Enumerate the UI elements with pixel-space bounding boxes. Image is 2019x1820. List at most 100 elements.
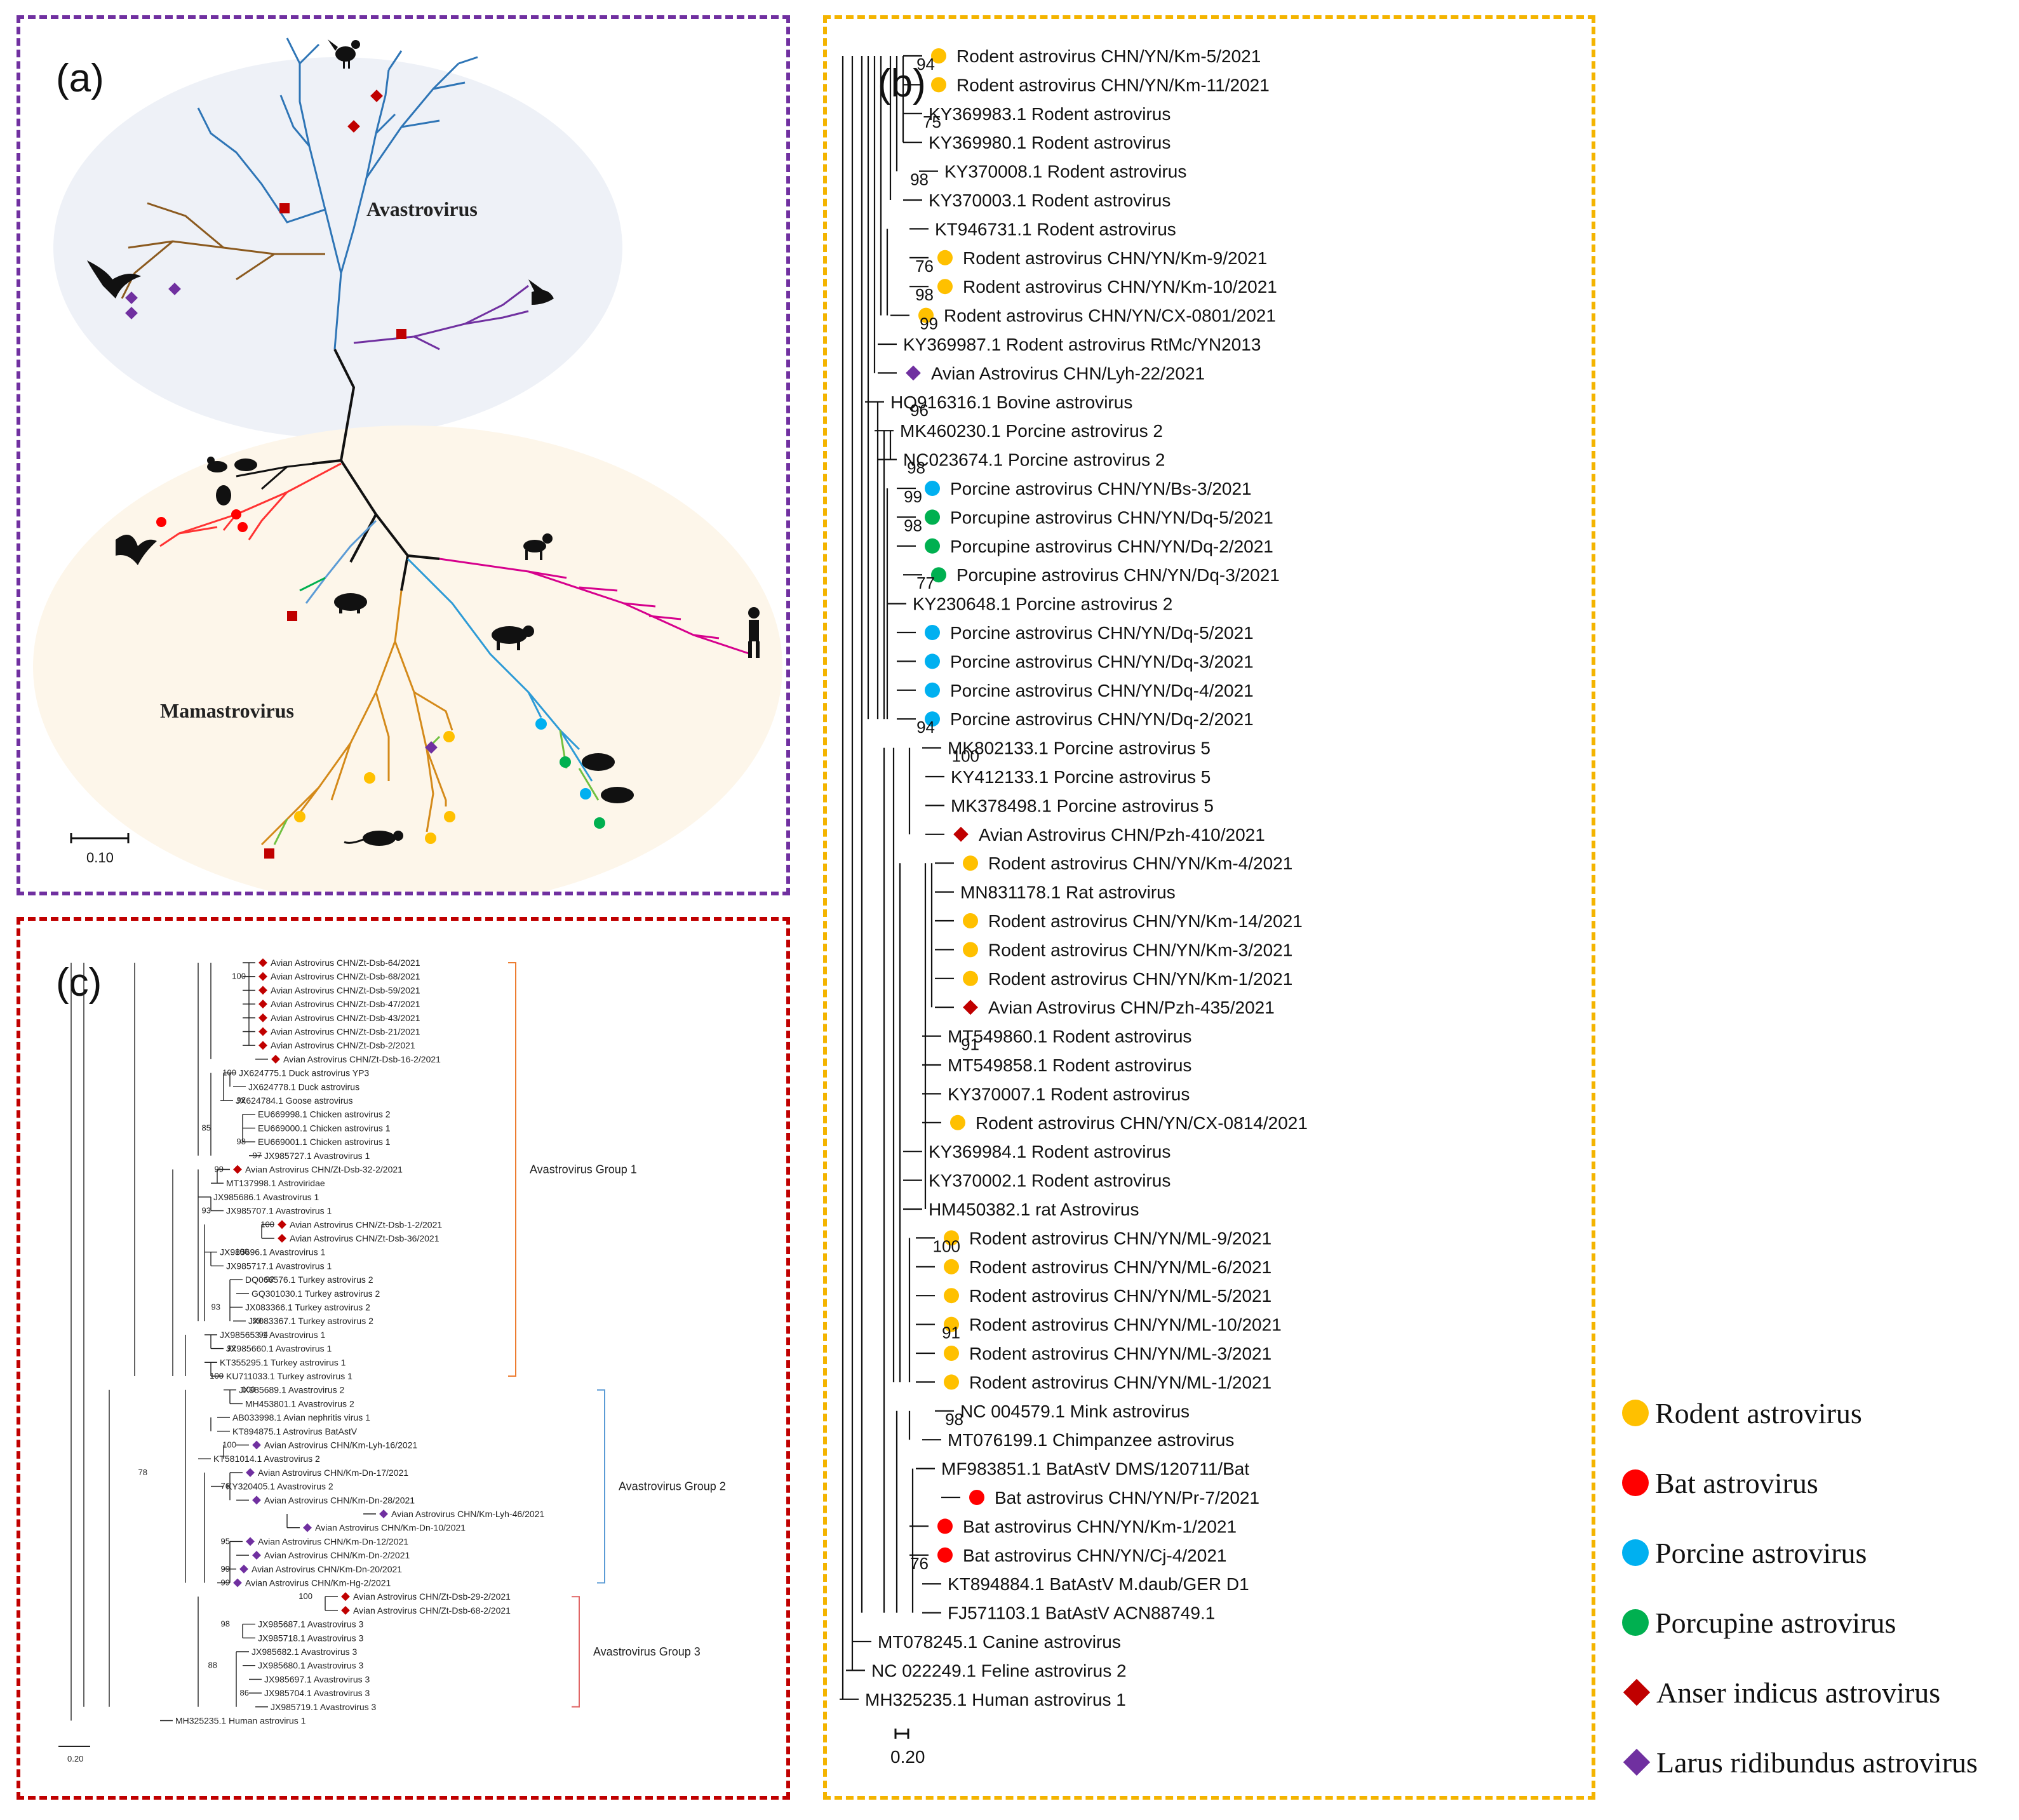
rodent-circle-marker <box>950 1114 965 1130</box>
porcupine-circle-marker <box>931 567 946 583</box>
rodent-circle-marker <box>931 77 946 93</box>
anser-diamond-marker <box>278 1220 286 1229</box>
leaf-label: KT355295.1 Turkey astrovirus 1 <box>220 1357 346 1367</box>
leaf-label: Avian Astrovirus CHN/Km-Dn-2/2021 <box>264 1550 410 1560</box>
leaf-label: JX985707.1 Avastrovirus 1 <box>226 1206 332 1216</box>
bat-marker <box>238 522 248 532</box>
leaf-label: Avian Astrovirus CHN/Km-Dn-17/2021 <box>258 1468 408 1478</box>
leaf-label: Rodent astrovirus CHN/YN/Km-5/2021 <box>956 46 1261 66</box>
bootstrap-value: 76 <box>915 257 934 276</box>
larus-diamond-marker <box>239 1564 248 1574</box>
bootstrap-value: 99 <box>253 1316 262 1325</box>
bootstrap-value: 100 <box>241 1385 255 1395</box>
leaf-label: KY320405.1 Avastrovirus 2 <box>226 1482 333 1492</box>
leaf-label: Rodent astrovirus CHN/YN/ML-5/2021 <box>969 1286 1271 1306</box>
bat-icon <box>116 535 157 565</box>
rodent-circle-marker <box>963 913 978 928</box>
leaf-label: NC023674.1 Porcine astrovirus 2 <box>903 450 1165 470</box>
leaf-label: Avian Astrovirus CHN/Km-Hg-2/2021 <box>245 1578 391 1588</box>
porcine-marker <box>535 718 547 730</box>
panel-a-unrooted-tree: (a) Avastrovirus Mamastrovirus <box>17 15 790 895</box>
leaf-label: Porcine astrovirus CHN/YN/Dq-5/2021 <box>950 623 1254 643</box>
bootstrap-value: 100 <box>260 1219 274 1229</box>
leaf-label: MT076199.1 Chimpanzee astrovirus <box>948 1430 1234 1450</box>
leaf-label: Avian Astrovirus CHN/Km-Dn-28/2021 <box>264 1495 415 1505</box>
leaf-label: MK460230.1 Porcine astrovirus 2 <box>900 421 1163 441</box>
rodent-circle-marker <box>963 942 978 958</box>
panel-c-rectangular-tree: (c) Avian Astrovirus CHN/Zt-Dsb-64/2021 A… <box>17 917 790 1800</box>
human-icon <box>748 607 760 658</box>
larus-marker <box>425 741 438 754</box>
porcupine-icon <box>582 753 615 771</box>
leaf-label: Rodent astrovirus CHN/YN/ML-9/2021 <box>969 1228 1271 1248</box>
porcine-circle-marker <box>925 653 940 669</box>
mamastrovirus-region <box>33 425 782 892</box>
leaf-label: Avian Astrovirus CHN/Zt-Dsb-21/2021 <box>271 1027 420 1037</box>
larus-legend-icon <box>1623 1748 1651 1776</box>
anser-diamond-marker <box>258 986 267 995</box>
bootstrap-value: 88 <box>208 1661 217 1670</box>
rodent-marker <box>425 833 436 844</box>
bootstrap-value: 85 <box>202 1123 211 1132</box>
leaf-label: Avian Astrovirus CHN/Zt-Dsb-47/2021 <box>271 999 420 1009</box>
bootstrap-value: 99 <box>215 1165 224 1174</box>
porcupine-legend-icon <box>1622 1609 1649 1636</box>
bootstrap-value: 100 <box>222 1068 236 1078</box>
bootstrap-value: 99 <box>920 314 938 333</box>
panel-c-label: (c) <box>56 961 102 1005</box>
leaf-label: JX985680.1 Avastrovirus 3 <box>258 1661 364 1671</box>
leaf-label: KY369983.1 Rodent astrovirus <box>929 104 1170 124</box>
leaf-label: Avian Astrovirus CHN/Zt-Dsb-16-2/2021 <box>283 1054 441 1064</box>
bat-circle-marker <box>937 1547 953 1563</box>
leaf-label: JX985704.1 Avastrovirus 3 <box>264 1688 370 1698</box>
rooster-icon <box>328 39 360 69</box>
tree-c-branches <box>70 962 376 1722</box>
bootstrap-value: 98 <box>237 1137 246 1146</box>
porcine-marker <box>580 788 591 800</box>
anser-marker <box>287 611 297 621</box>
larus-marker <box>125 291 138 304</box>
panel-a-label: (a) <box>56 57 104 100</box>
anser-marker <box>264 848 274 859</box>
avian-purple-clade <box>353 284 529 351</box>
anser-diamond-marker <box>953 826 969 842</box>
rodent-circle-marker <box>944 1346 959 1361</box>
leaf-label: KT894884.1 BatAstV M.daub/GER D1 <box>948 1574 1249 1594</box>
bootstrap-value: 78 <box>138 1468 147 1477</box>
panel-b-label: (b) <box>878 62 926 105</box>
bootstrap-value: 100 <box>222 1440 236 1450</box>
bootstrap-value: 94 <box>259 1330 268 1339</box>
leaf-label: MH325235.1 Human astrovirus 1 <box>865 1690 1126 1710</box>
leaf-label: Avian Astrovirus CHN/Zt-Dsb-32-2/2021 <box>245 1165 403 1175</box>
group-3-label: Avastrovirus Group 3 <box>593 1645 701 1658</box>
leaf-label: Rodent astrovirus CHN/YN/CX-0814/2021 <box>976 1113 1308 1133</box>
larus-diamond-marker <box>246 1537 255 1546</box>
leaf-label: Rodent astrovirus CHN/YN/Km-14/2021 <box>988 911 1303 931</box>
legend-label: Porcine astrovirus <box>1655 1536 1867 1569</box>
larus-diamond-marker <box>906 365 921 381</box>
leaf-label: JX985689.1 Avastrovirus 2 <box>239 1385 345 1395</box>
leaf-label: Avian Astrovirus CHN/Km-Dn-10/2021 <box>315 1523 466 1533</box>
leaf-label: JX985660.1 Avastrovirus 1 <box>226 1344 332 1354</box>
leaf-label: Rodent astrovirus CHN/YN/Km-4/2021 <box>988 853 1292 873</box>
rodent-circle-marker <box>937 250 953 265</box>
leaf-label: Avian Astrovirus CHN/Lyh-22/2021 <box>931 363 1205 383</box>
leaf-label: Rodent astrovirus CHN/YN/Km-9/2021 <box>963 248 1267 268</box>
bootstrap-value: 100 <box>952 747 979 766</box>
leaf-label: KT894875.1 Astrovirus BatAstV <box>232 1426 358 1436</box>
leaf-label: Rodent astrovirus CHN/YN/ML-10/2021 <box>969 1315 1282 1335</box>
leaf-label: MT137998.1 Astroviridae <box>226 1178 325 1188</box>
bootstrap-value: 93 <box>211 1302 220 1312</box>
leaf-label: EU669000.1 Chicken astrovirus 1 <box>258 1123 391 1133</box>
leaf-label: EU669998.1 Chicken astrovirus 2 <box>258 1109 391 1120</box>
bootstrap-value: 76 <box>221 1482 230 1491</box>
group-2-bracket <box>597 1389 605 1584</box>
anser-diamond-marker <box>258 1000 267 1009</box>
mamalian-black-clade <box>236 459 342 490</box>
legend-item-bat: Bat astrovirus <box>1622 1454 1818 1511</box>
bat-legend-icon <box>1622 1469 1649 1496</box>
group-1-bracket <box>508 962 516 1377</box>
porcine-teal-clade <box>406 558 593 782</box>
leaf-label: Avian Astrovirus CHN/Zt-Dsb-68/2021 <box>271 972 420 982</box>
larus-diamond-marker <box>252 1495 261 1505</box>
